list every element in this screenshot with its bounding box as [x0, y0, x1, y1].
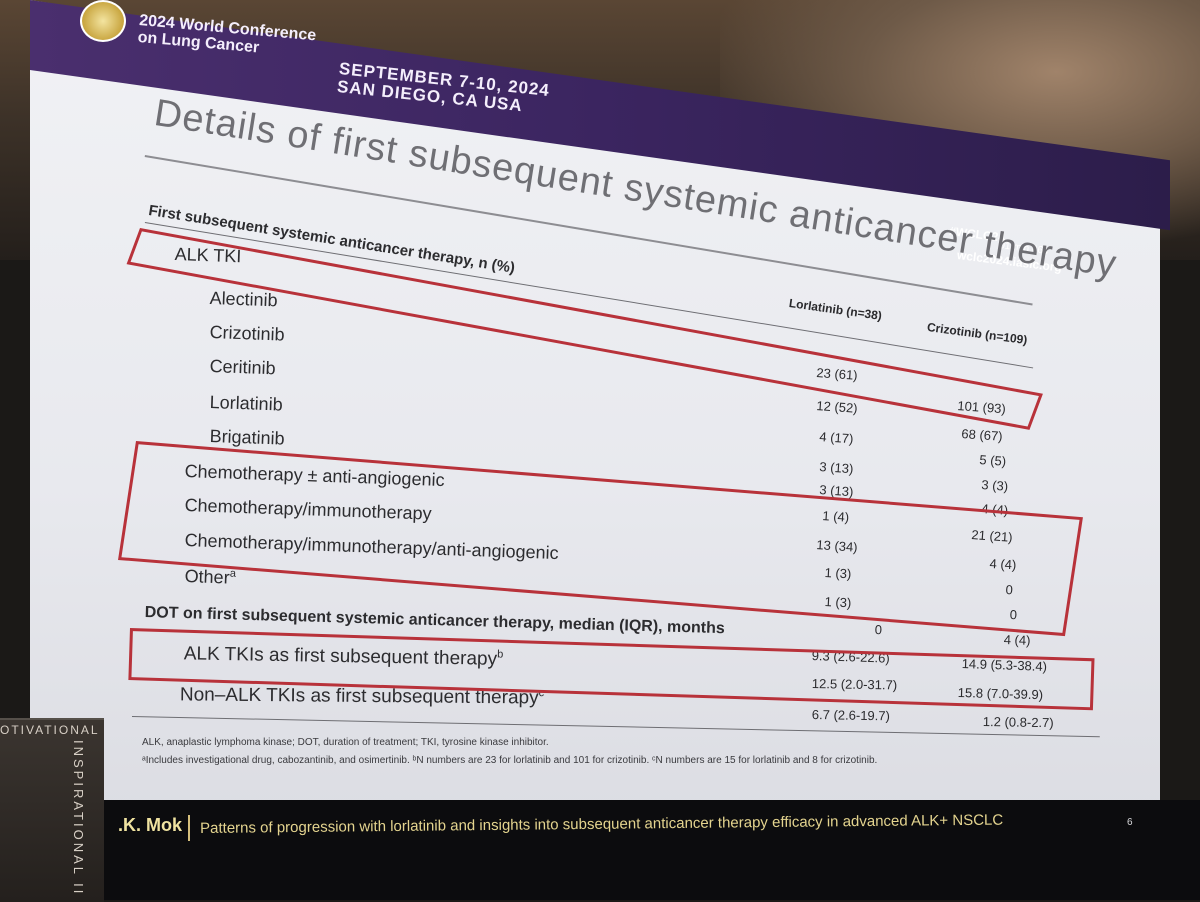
speaker-name: .K. Mok [118, 815, 183, 835]
row-label-brigatinib: Brigatinib [209, 426, 286, 449]
value-crizotinib-non-alk-tkis: 1.2 (0.8-2.7) [982, 714, 1054, 731]
slide-page-number: 6 [1127, 817, 1133, 828]
room-sign [0, 718, 104, 902]
column-header-crizotinib: Crizotinib (n=109) [926, 320, 1029, 348]
row-label-ceritinib: Ceritinib [209, 356, 276, 379]
row-label-alectinib: Alectinib [209, 288, 279, 311]
row-label-crizotinib: Crizotinib [209, 322, 285, 345]
room-sign-top-text: OTIVATIONAL [0, 723, 100, 737]
value-crizotinib-alectinib: 68 (67) [960, 426, 1004, 444]
conference-logo [80, 0, 126, 42]
footnote-abbreviations: ALK, anaplastic lymphoma kinase; DOT, du… [142, 737, 549, 748]
table-bottom-rule [131, 716, 1100, 738]
value-crizotinib-ceritinib: 3 (3) [980, 477, 1009, 494]
other-label-text: Other [184, 566, 231, 588]
slide-footer-bar [0, 800, 1200, 900]
value-lorlatinib-crizotinib: 4 (17) [818, 429, 854, 447]
value-lorlatinib-alectinib: 12 (52) [815, 398, 859, 416]
row-label-lorlatinib: Lorlatinib [209, 392, 284, 415]
room-sign-side-text: INSPIRATIONAL II [71, 740, 86, 897]
value-crizotinib-other: 4 (4) [1003, 632, 1031, 648]
column-header-lorlatinib: Lorlatinib (n=38) [788, 296, 883, 323]
value-lorlatinib-non-alk-tkis: 6.7 (2.6-19.7) [811, 707, 891, 724]
row-label-other: Othera [184, 566, 236, 589]
footer-divider [188, 815, 190, 841]
value-lorlatinib-other: 0 [874, 622, 883, 638]
footnote-notes: ᵃIncludes investigational drug, cabozant… [142, 755, 878, 766]
value-crizotinib-crizotinib: 5 (5) [978, 452, 1007, 469]
value-lorlatinib-ceritinib: 3 (13) [818, 459, 854, 477]
